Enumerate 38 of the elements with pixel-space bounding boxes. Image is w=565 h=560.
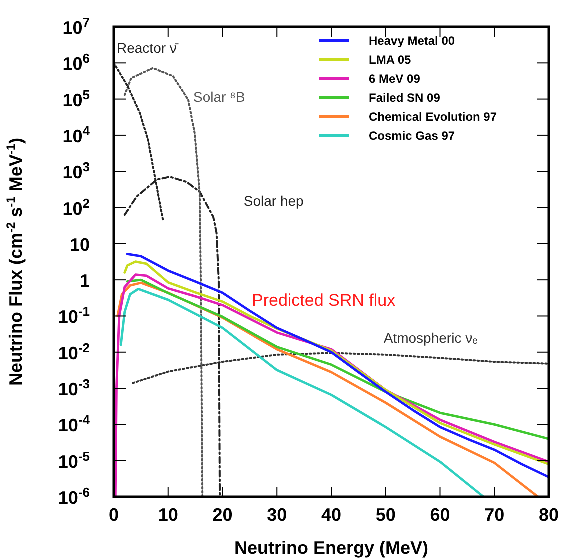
legend-label: 6 MeV 09 — [369, 72, 421, 86]
line-series — [132, 352, 549, 384]
legend-label: Cosmic Gas 97 — [369, 129, 456, 143]
y-tick-label: 10$^{-4}$ — [58, 412, 91, 436]
annotation: Predicted SRN flux — [252, 291, 396, 310]
y-tick-label: 10$^{5}$ — [62, 86, 90, 110]
line-series — [126, 278, 549, 440]
x-tick-label: 60 — [430, 505, 450, 525]
x-tick-label: 70 — [484, 505, 505, 525]
x-tick-label: 10 — [158, 505, 178, 525]
x-tick-label: 30 — [267, 505, 288, 525]
legend-label: Failed SN 09 — [369, 91, 441, 105]
x-tick-label: 20 — [212, 505, 233, 525]
legend-label: Heavy Metal 00 — [369, 34, 456, 48]
y-tick-label: 10$^{-5}$ — [58, 448, 90, 472]
y-tick-label: 10$^{7}$ — [62, 14, 90, 38]
x-tick-label: 80 — [538, 505, 560, 525]
x-axis-title: Neutrino Energy (MeV) — [234, 538, 429, 558]
line-series — [120, 288, 485, 497]
y-tick-label: 10$^{-6}$ — [58, 484, 90, 508]
legend-label: Chemical Evolution 97 — [369, 110, 498, 124]
text: Solar hep — [244, 192, 304, 209]
y-tick-label: 10$^{2}$ — [62, 195, 90, 219]
y-tick-label: 10 — [70, 234, 90, 255]
y-tick-label: 10$^{4}$ — [62, 122, 91, 146]
y-tick-label: 1 — [80, 271, 90, 292]
y-tick-label: 10$^{-2}$ — [58, 340, 90, 364]
series-label: Solar ⁸B — [193, 89, 246, 106]
series-label: Atmospheric νₑ — [384, 330, 478, 346]
x-tick-label: 50 — [376, 505, 396, 525]
x-tick-label: 0 — [108, 505, 120, 525]
y-tick-label: 10$^{3}$ — [62, 159, 90, 183]
series-label: Reactor ν̄ — [117, 40, 179, 56]
y-tick-label: 10$^{-3}$ — [58, 376, 90, 400]
y-tick-label: 10$^{6}$ — [62, 50, 90, 74]
y-tick-label: 10$^{-1}$ — [58, 304, 90, 328]
x-tick-label: 40 — [321, 505, 342, 525]
legend-label: LMA 05 — [369, 53, 412, 67]
